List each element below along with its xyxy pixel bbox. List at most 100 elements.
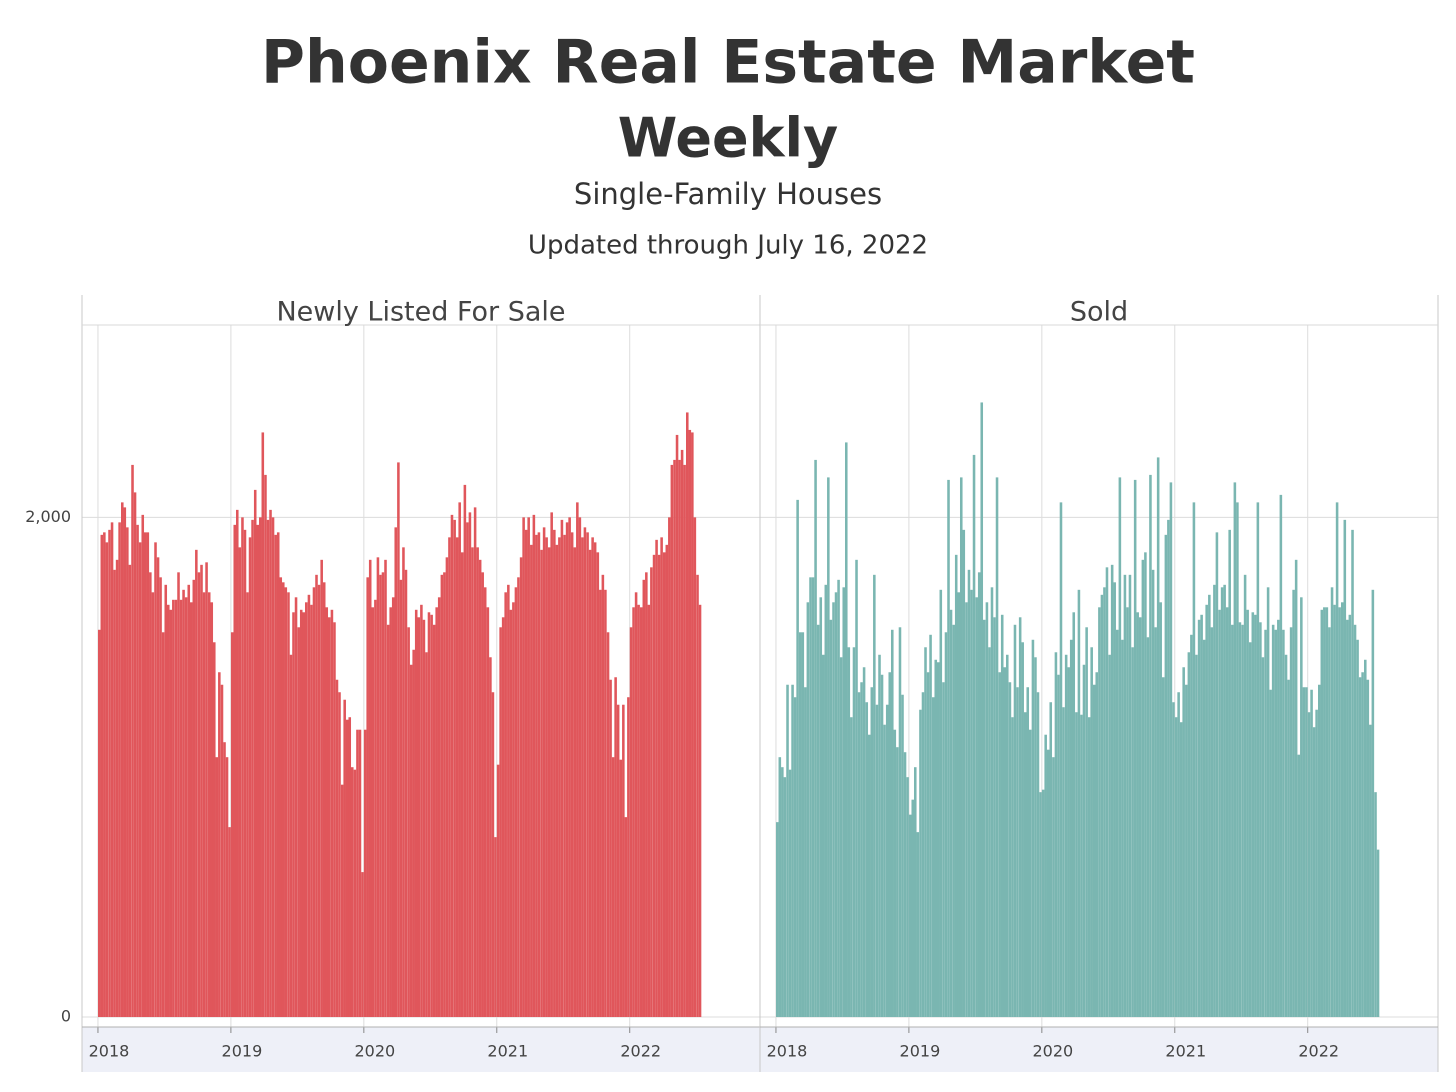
bar (481, 572, 484, 1018)
bar (563, 534, 566, 1018)
bar (258, 517, 262, 1018)
bar (123, 507, 127, 1018)
bar (269, 509, 272, 1018)
bar (368, 559, 372, 1018)
bar (384, 559, 387, 1018)
bar (547, 547, 551, 1018)
bar (663, 552, 666, 1018)
bar (478, 559, 482, 1018)
bar (103, 532, 106, 1018)
bar (473, 507, 477, 1018)
bar (1364, 659, 1367, 1018)
bar (164, 584, 168, 1018)
bar (1174, 717, 1178, 1018)
bar (995, 477, 999, 1018)
bar (878, 654, 881, 1018)
bar (970, 589, 973, 1018)
bar (824, 584, 828, 1018)
bar (1264, 629, 1267, 1018)
bar (509, 609, 513, 1018)
bar (591, 537, 594, 1018)
bar (187, 584, 191, 1018)
bar (1034, 657, 1037, 1018)
bar (657, 554, 661, 1018)
bar (1271, 624, 1275, 1018)
bar (1039, 792, 1042, 1018)
bar (1353, 624, 1357, 1018)
bar (251, 519, 254, 1018)
bar (519, 557, 523, 1018)
bar (414, 609, 418, 1018)
bar (804, 687, 807, 1018)
bar (1218, 609, 1221, 1018)
bar (246, 592, 249, 1018)
bar (271, 517, 275, 1018)
bar (1361, 672, 1364, 1018)
bar (1328, 627, 1331, 1018)
bar (1343, 519, 1347, 1018)
bar (1087, 717, 1091, 1018)
bar (550, 512, 553, 1018)
bar (1297, 754, 1301, 1018)
bar (327, 617, 331, 1018)
bar (330, 609, 334, 1018)
bar (650, 567, 653, 1018)
bar (1067, 667, 1070, 1018)
bar (233, 524, 237, 1018)
bar (1128, 574, 1132, 1018)
bar (1105, 567, 1109, 1018)
bar (420, 604, 423, 1018)
bar (829, 619, 833, 1018)
bar (1202, 639, 1206, 1018)
bar (1315, 709, 1318, 1018)
bar (427, 612, 431, 1018)
bar (223, 742, 226, 1018)
bar (1289, 627, 1293, 1018)
bar (294, 597, 298, 1018)
bar (476, 547, 479, 1018)
bar (386, 624, 390, 1018)
bar (402, 547, 405, 1018)
bar (1059, 502, 1063, 1018)
bar (1103, 587, 1106, 1018)
bar (977, 572, 981, 1018)
bar (1177, 692, 1180, 1018)
bar (847, 647, 851, 1018)
bar (371, 607, 375, 1018)
bar (606, 632, 610, 1018)
bar (1036, 692, 1040, 1018)
bar (1192, 502, 1196, 1018)
bar (241, 517, 244, 1018)
bar (200, 564, 203, 1018)
bar (581, 537, 584, 1018)
bar (1110, 564, 1114, 1018)
bar (903, 752, 907, 1018)
x-tick-label: 2022 (1298, 1042, 1339, 1061)
bar (980, 402, 984, 1018)
bar (404, 569, 408, 1018)
bar (215, 757, 219, 1018)
bar (302, 612, 306, 1018)
bar (235, 509, 239, 1018)
bar (202, 592, 206, 1018)
bar (379, 574, 382, 1018)
bar (524, 529, 528, 1018)
bar (192, 579, 196, 1018)
bar (1287, 679, 1290, 1018)
bar (1358, 677, 1362, 1018)
bar (570, 532, 574, 1018)
bar (496, 764, 500, 1018)
bar (458, 502, 461, 1018)
bar (1215, 532, 1219, 1018)
bar (839, 657, 843, 1018)
bar (1243, 574, 1247, 1018)
bar (553, 529, 556, 1018)
bar (908, 814, 912, 1018)
panel-title: Sold (1070, 297, 1128, 328)
bar (596, 552, 600, 1018)
bar (1318, 684, 1321, 1018)
bar (619, 759, 623, 1018)
bar (1085, 627, 1088, 1018)
bar (814, 459, 817, 1018)
bar (1052, 757, 1055, 1018)
